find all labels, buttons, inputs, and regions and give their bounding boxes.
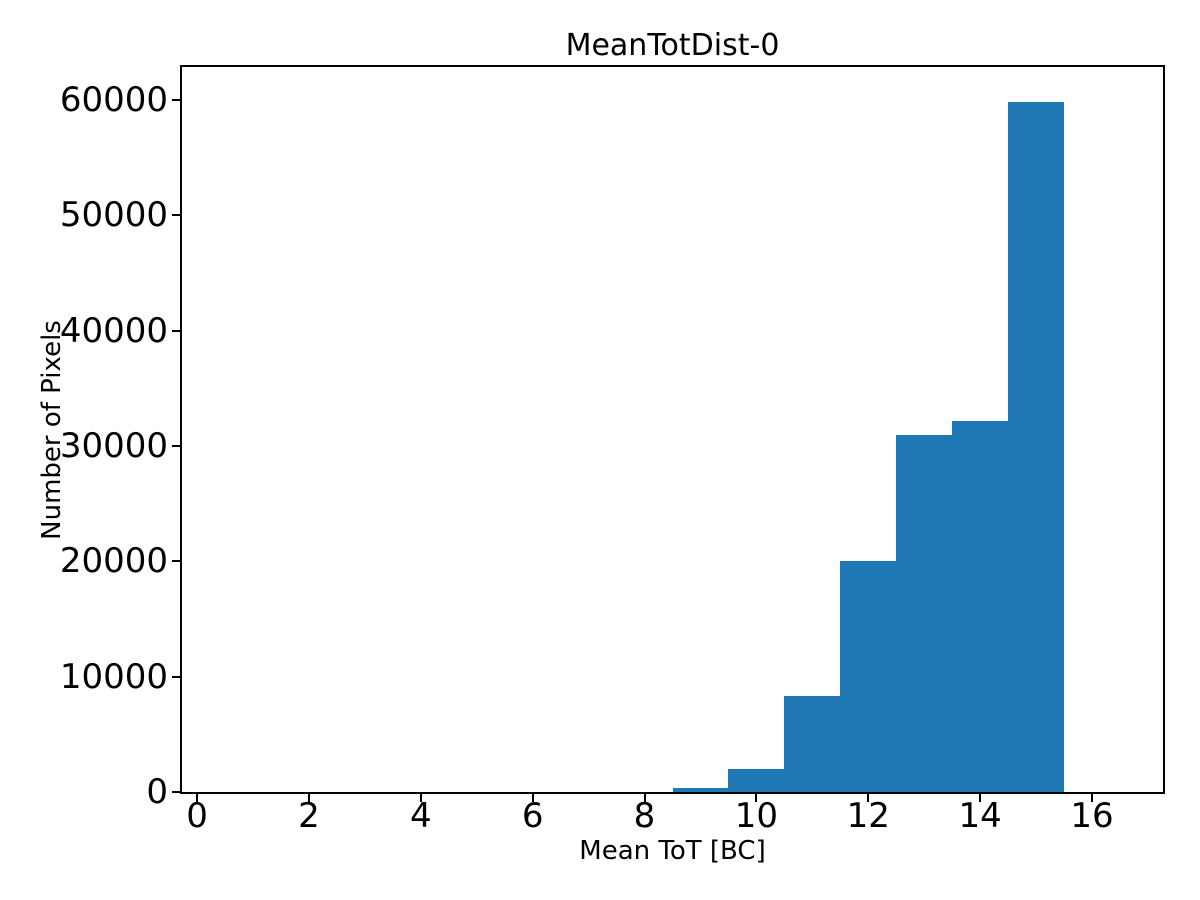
y-tick-label: 50000 <box>59 195 168 236</box>
y-axis-label: Number of Pixels <box>37 320 67 540</box>
x-tick-mark <box>643 794 646 802</box>
histogram-bar <box>896 434 953 792</box>
y-tick-label: 0 <box>146 772 168 812</box>
y-tick-mark <box>172 445 180 447</box>
histogram-bar <box>728 768 785 792</box>
x-tick-label: 6 <box>521 796 544 836</box>
plot-area <box>180 65 1165 794</box>
x-tick-mark <box>755 794 758 802</box>
chart-title: MeanTotDist-0 <box>565 28 780 63</box>
x-tick-mark <box>979 794 982 802</box>
x-tick-mark <box>1091 794 1093 802</box>
y-tick-mark <box>172 560 180 563</box>
y-tick-mark <box>172 329 180 332</box>
y-tick-label: 30000 <box>59 426 168 466</box>
x-tick-mark <box>419 794 422 802</box>
histogram-bar <box>840 561 897 792</box>
y-tick-label: 20000 <box>59 541 168 582</box>
x-tick-label: 2 <box>298 796 320 836</box>
y-tick-label: 10000 <box>59 656 168 697</box>
x-tick-label: 12 <box>846 796 890 836</box>
x-tick-label: 10 <box>734 796 779 836</box>
histogram-bar <box>672 788 729 792</box>
histogram-bar <box>1008 102 1064 792</box>
x-tick-mark <box>867 794 870 802</box>
y-tick-mark <box>172 214 180 217</box>
x-tick-mark <box>196 794 199 802</box>
x-tick-mark <box>531 794 534 802</box>
x-tick-label: 16 <box>1070 796 1114 836</box>
histogram-bar <box>952 420 1008 792</box>
y-tick-mark <box>172 675 180 678</box>
x-tick-label: 8 <box>633 796 656 836</box>
histogram-bar <box>784 696 841 792</box>
y-tick-label: 60000 <box>59 80 168 120</box>
x-tick-mark <box>308 794 310 802</box>
y-tick-mark <box>172 791 180 793</box>
x-tick-label: 14 <box>958 796 1002 836</box>
y-tick-label: 40000 <box>59 310 168 351</box>
x-axis-label: Mean ToT [BC] <box>579 836 766 866</box>
x-tick-label: 0 <box>186 796 208 836</box>
y-tick-mark <box>172 99 180 101</box>
x-tick-label: 4 <box>409 796 432 836</box>
